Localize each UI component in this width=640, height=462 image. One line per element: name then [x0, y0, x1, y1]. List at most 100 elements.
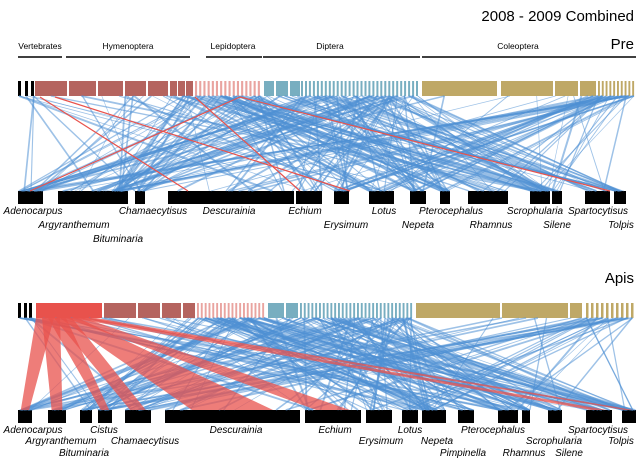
pollinator-node-29 — [303, 303, 306, 318]
pollinator-node-3 — [36, 303, 102, 318]
pollinator-node-47 — [368, 81, 371, 96]
pollinator-node-64 — [598, 81, 600, 96]
interaction-link-apis-100 — [504, 317, 634, 411]
interaction-link-pre-237 — [380, 95, 445, 192]
plant-node-apis-14 — [548, 410, 562, 423]
plant-label-descurainia: Descurainia — [209, 425, 263, 436]
pollinator-node-1 — [25, 81, 28, 96]
plant-label-silene: Silene — [543, 220, 571, 231]
order-label-lepidoptera: Lepidoptera — [210, 41, 256, 51]
pollinator-node-46 — [364, 81, 367, 96]
interaction-link-pre-224 — [356, 95, 445, 192]
pollinator-node-13 — [216, 303, 219, 318]
pollinator-node-69 — [617, 81, 619, 96]
pollinator-node-13 — [203, 81, 206, 96]
plant-label-argyranthemum: Argyranthemum — [38, 220, 110, 231]
interaction-link-pre-173 — [23, 95, 35, 192]
interaction-link-pre-246 — [174, 95, 382, 192]
interaction-link-pre-222 — [30, 95, 35, 192]
pollinator-node-49 — [376, 81, 379, 96]
interaction-link-pre-230 — [117, 95, 379, 192]
pollinator-node-37 — [334, 303, 337, 318]
pollinator-node-62 — [555, 81, 578, 96]
pollinator-node-5 — [138, 303, 160, 318]
pollinator-node-67 — [609, 81, 612, 96]
pollinator-node-63 — [580, 81, 596, 96]
interaction-link-apis-199 — [331, 317, 471, 411]
pollinator-node-51 — [387, 303, 390, 318]
pollinator-node-58 — [416, 303, 500, 318]
plant-node-apis-12 — [498, 410, 518, 423]
pollinator-node-43 — [352, 81, 355, 96]
pollinator-node-34 — [316, 81, 319, 96]
pollinator-node-1 — [24, 303, 27, 318]
pollinator-node-48 — [372, 81, 375, 96]
pollinator-node-15 — [223, 303, 226, 318]
plant-label-erysimum: Erysimum — [323, 220, 369, 231]
pollinator-node-31 — [305, 81, 307, 96]
interaction-link-pre-227 — [120, 95, 205, 192]
highlight-link-pre-2 — [29, 96, 241, 192]
plant-label-argyranthemum: Argyranthemum — [25, 436, 97, 447]
interaction-link-pre-259 — [266, 95, 382, 192]
order-label-vertebrates: Vertebrates — [18, 41, 62, 51]
pollinator-node-43 — [357, 303, 359, 318]
plant-label-echium: Echium — [318, 425, 352, 436]
highlight-link-pre-1 — [54, 96, 351, 192]
interaction-link-pre-242 — [231, 95, 308, 192]
pollinator-node-19 — [239, 303, 242, 318]
plant-node-pre-9 — [440, 191, 450, 204]
interaction-link-pre-251 — [309, 95, 379, 192]
pollinator-node-0 — [18, 81, 21, 96]
interaction-link-apis-235 — [373, 317, 386, 411]
interaction-link-pre-15 — [602, 95, 627, 192]
interaction-link-apis-178 — [301, 317, 523, 411]
plant-node-apis-13 — [522, 410, 530, 423]
interaction-link-pre-176 — [417, 95, 550, 192]
interaction-link-apis-237 — [373, 317, 502, 411]
interaction-link-pre-100 — [143, 95, 281, 192]
plant-node-apis-11 — [458, 410, 474, 423]
pollinator-node-31 — [311, 303, 314, 318]
apis-link-4 — [60, 318, 273, 410]
plant-node-apis-0 — [18, 410, 32, 423]
pollinator-node-7 — [148, 81, 168, 96]
pollinator-node-69 — [626, 303, 629, 318]
interaction-link-apis-222 — [144, 317, 424, 411]
pollinator-node-72 — [628, 81, 631, 96]
plant-label-nepeta: Nepeta — [420, 436, 454, 447]
pollinator-node-62 — [591, 303, 594, 318]
plant-label-echium: Echium — [288, 206, 322, 217]
interaction-link-pre-229 — [320, 95, 554, 192]
plant-node-apis-4 — [125, 410, 151, 423]
plant-node-pre-7 — [369, 191, 394, 204]
plant-node-apis-7 — [366, 410, 392, 423]
pollinator-node-70 — [631, 303, 634, 318]
pollinator-node-25 — [262, 303, 265, 318]
plant-label-nepeta: Nepeta — [401, 220, 435, 231]
pollinator-node-14 — [220, 303, 222, 318]
plant-label-tolpis: Tolpis — [608, 220, 634, 231]
pollinator-node-16 — [227, 303, 230, 318]
interaction-link-pre-255 — [332, 95, 417, 192]
pollinator-node-17 — [231, 303, 234, 318]
pollinator-node-28 — [276, 81, 288, 96]
pollinator-node-11 — [208, 303, 211, 318]
interaction-link-pre-170 — [138, 95, 379, 192]
plant-node-apis-6 — [305, 410, 361, 423]
pollinator-node-25 — [253, 81, 256, 96]
pollinator-node-23 — [254, 303, 257, 318]
interaction-link-apis-179 — [216, 317, 629, 411]
pollinator-node-53 — [392, 81, 395, 96]
pollinator-node-2 — [31, 81, 34, 96]
pollinator-node-23 — [245, 81, 248, 96]
plant-label-erysimum: Erysimum — [358, 436, 404, 447]
interaction-link-pre-258 — [356, 95, 381, 192]
interaction-link-pre-138 — [166, 95, 539, 192]
plant-node-pre-14 — [614, 191, 626, 204]
pollinator-node-19 — [228, 81, 231, 96]
interaction-link-pre-117 — [142, 95, 629, 192]
pollinator-node-24 — [249, 81, 252, 96]
interaction-link-apis-225 — [585, 317, 634, 411]
